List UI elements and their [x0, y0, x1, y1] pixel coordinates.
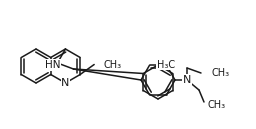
- Text: H₃C: H₃C: [157, 60, 175, 70]
- Text: N: N: [183, 75, 191, 85]
- Text: N: N: [61, 78, 70, 88]
- Text: CH₃: CH₃: [207, 100, 225, 110]
- Text: CH₃: CH₃: [103, 59, 121, 70]
- Text: CH₃: CH₃: [212, 68, 230, 78]
- Text: HN: HN: [45, 60, 60, 70]
